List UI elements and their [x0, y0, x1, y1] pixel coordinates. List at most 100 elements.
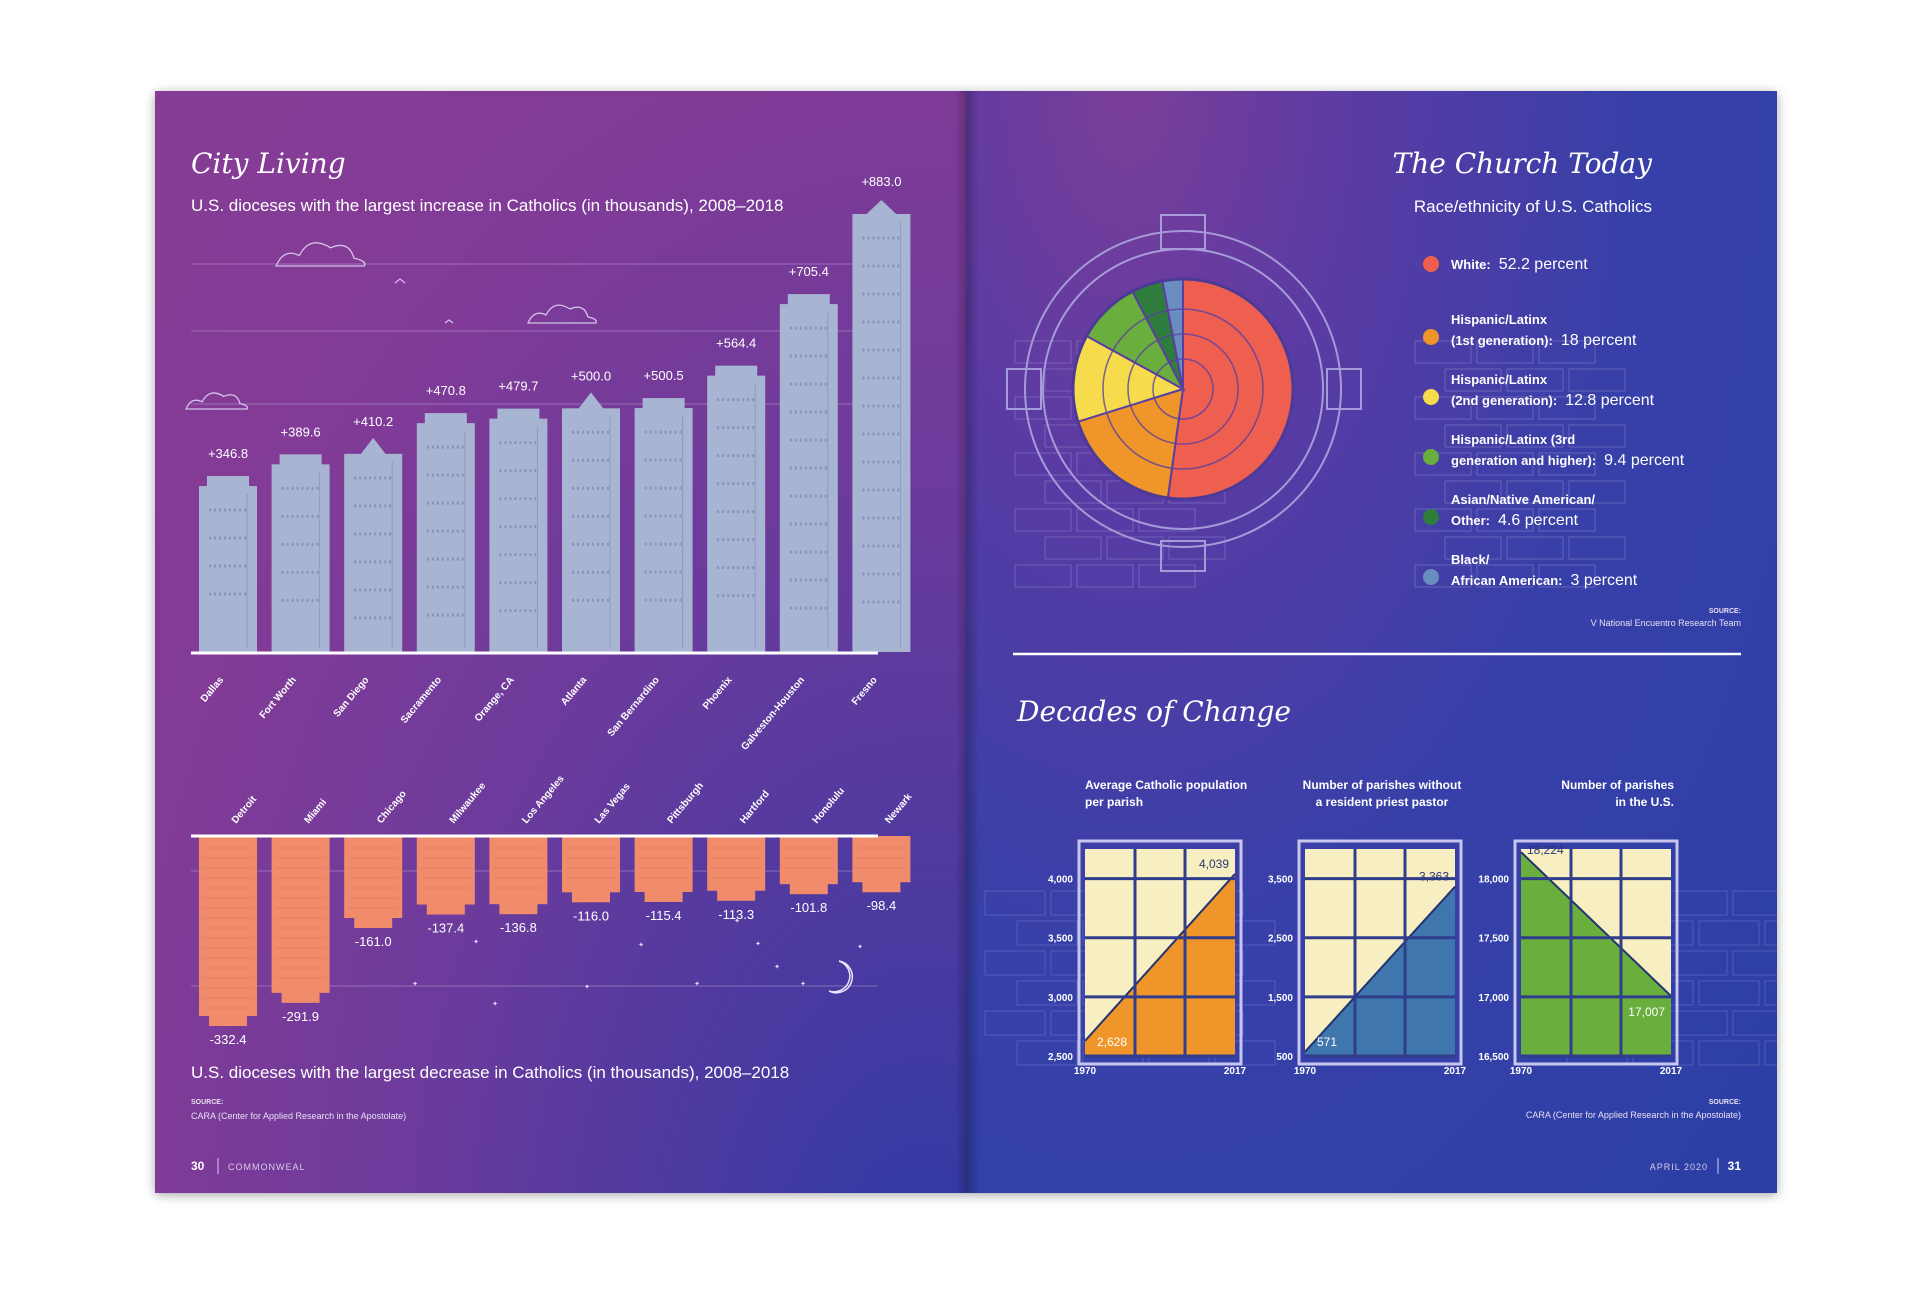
increase-category-label: Dallas [199, 675, 227, 705]
decades-source-label: SOURCE: [1709, 1099, 1741, 1106]
rose-rim [1071, 277, 1295, 501]
decade-xtick-start: 1970 [1074, 1066, 1097, 1077]
decade-xtick-end: 2017 [1660, 1066, 1683, 1077]
magazine-spread: City Living U.S. dioceses with the large… [155, 91, 1777, 1193]
increase-building-orange-ca [489, 408, 548, 652]
brick [1764, 920, 1777, 946]
decrease-bar-tip [499, 902, 538, 915]
decrease-value-label: -136.8 [500, 920, 537, 935]
left-source-text: CARA (Center for Applied Research in the… [191, 1111, 406, 1121]
decade-frame [1297, 839, 1463, 1066]
decrease-building-milwaukee [416, 836, 475, 915]
magazine-name: COMMONWEAL [228, 1162, 306, 1172]
decrease-bar-detroit [199, 836, 257, 1016]
spire [862, 200, 901, 218]
legend-value: 9.4 percent [1604, 452, 1685, 469]
decade-ytick: 17,500 [1478, 934, 1509, 945]
star-icon-6: ✦ [755, 940, 761, 948]
legend-value: 52.2 percent [1499, 256, 1589, 273]
increase-bar-phoenix [707, 375, 766, 652]
decade-value-start: 571 [1317, 1035, 1337, 1049]
star-icon-9: ✦ [800, 980, 806, 988]
moon-icon [828, 960, 854, 994]
brick [1698, 1040, 1760, 1066]
brick [1414, 564, 1472, 588]
decade-trend-line [1084, 873, 1236, 1042]
brick [1016, 920, 1078, 946]
decrease-value-label: -115.4 [646, 908, 682, 923]
birds [394, 278, 454, 324]
decade-chart-title: Number of parishes without [1303, 778, 1462, 792]
increase-value-label: +389.6 [281, 424, 321, 439]
star-icon-4: ✦ [694, 980, 700, 988]
star-icon-8: ✦ [857, 943, 863, 951]
decrease-category-label: Detroit [230, 794, 260, 826]
decade-ytick: 3,000 [1048, 993, 1073, 1004]
page-gutter [955, 91, 979, 1193]
decrease-bar-los-angeles [489, 836, 548, 905]
increase-value-label: +500.5 [644, 368, 684, 383]
rose-ring-0 [1152, 358, 1214, 420]
legend-swatch-4 [1423, 509, 1439, 525]
decrease-category-label: Hartford [738, 789, 772, 826]
decrease-building-newark [852, 836, 911, 893]
brick [1444, 536, 1502, 560]
increase-value-label: +346.8 [208, 446, 248, 461]
brick [1138, 508, 1196, 532]
legend-label-line2: (2nd generation): [1451, 393, 1557, 408]
brick [1568, 368, 1626, 392]
brick [1414, 452, 1472, 476]
decade-chart-title: in the U.S. [1615, 795, 1674, 809]
decade-ytick: 500 [1276, 1052, 1293, 1063]
increase-category-label: Fort Worth [258, 675, 299, 721]
issue-date: APRIL 2020 [1650, 1162, 1708, 1172]
brick [1476, 564, 1534, 588]
decade-value-end: 17,007 [1628, 1005, 1665, 1019]
spread-artwork: City Living U.S. dioceses with the large… [185, 147, 1777, 1174]
brick [1444, 368, 1502, 392]
rose-tab-1 [1160, 540, 1206, 572]
brick [1538, 452, 1596, 476]
brick [1568, 424, 1626, 448]
rose-ring-1 [1127, 333, 1239, 445]
increase-category-label: Atlanta [559, 675, 589, 708]
decrease-building-detroit [199, 836, 257, 1026]
decrease-value-label: -101.8 [790, 900, 827, 915]
brick [1044, 480, 1102, 504]
brick [1414, 396, 1472, 420]
legend-value: 4.6 percent [1498, 512, 1579, 529]
increase-building-sacramento [416, 413, 475, 652]
decrease-bar-tip [644, 889, 683, 902]
brick [1568, 536, 1626, 560]
decrease-building-miami [271, 836, 330, 1003]
rose-window-pie-chart [1006, 214, 1362, 572]
brick [1476, 508, 1534, 532]
decrease-value-label: -137.4 [427, 921, 464, 936]
increase-category-label: Orange, CA [473, 675, 517, 724]
decrease-category-label: Newark [883, 791, 915, 826]
increase-bar-orange-ca [489, 418, 548, 652]
decrease-bar-tip [209, 1014, 247, 1026]
left-source-label: SOURCE: [191, 1099, 223, 1106]
decrease-category-label: Los Angeles [520, 773, 567, 826]
rose-tab-2 [1006, 368, 1042, 410]
increase-bar-galveston-houston [779, 304, 838, 652]
increase-building-san-diego [344, 437, 403, 652]
brick [1506, 480, 1564, 504]
brick [1016, 1040, 1078, 1066]
decrease-building-honolulu [779, 836, 838, 895]
rose-ring-2 [1102, 308, 1264, 470]
decade-trend-line [1304, 886, 1456, 1053]
brick [1506, 424, 1564, 448]
decrease-bar-tip [862, 880, 901, 893]
increase-subtitle: U.S. dioceses with the largest increase … [191, 196, 784, 215]
decrease-subtitle: U.S. dioceses with the largest decrease … [191, 1063, 789, 1082]
brick [1168, 536, 1226, 560]
legend-value: 3 percent [1571, 572, 1638, 589]
decrease-value-label: -332.4 [210, 1032, 247, 1047]
rooftop [642, 398, 685, 411]
rooftop [424, 413, 467, 426]
decade-ytick: 4,000 [1048, 875, 1073, 886]
brick [984, 1010, 1046, 1036]
increase-value-label: +564.4 [716, 336, 756, 351]
